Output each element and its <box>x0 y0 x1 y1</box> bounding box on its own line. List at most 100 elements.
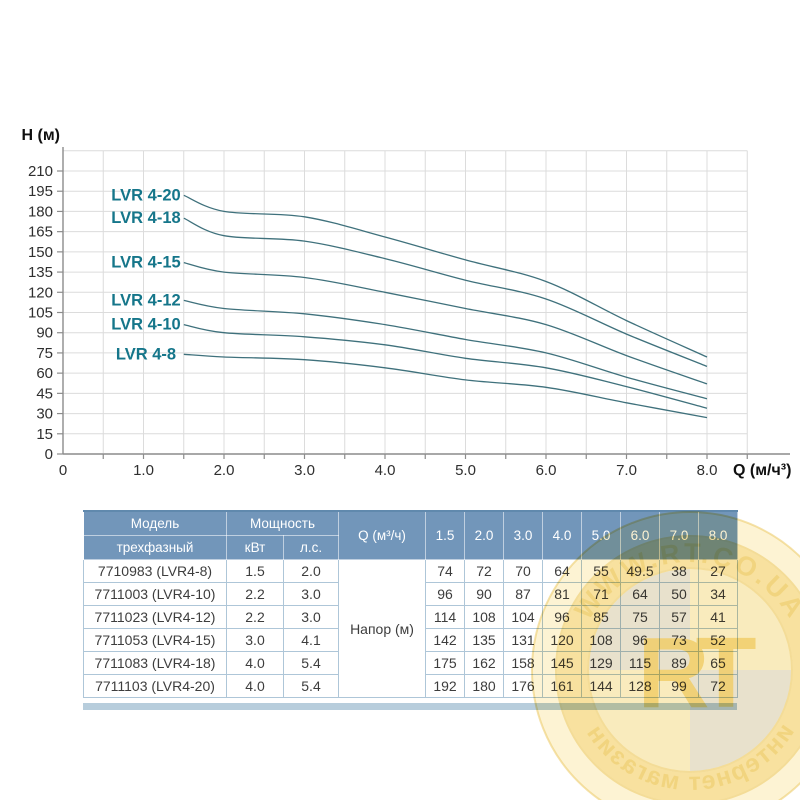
model-cell: 7710983 (LVR4-8) <box>83 559 227 583</box>
head-value-cell-q2.0: 72 <box>464 559 505 583</box>
head-value-cell-q6.0: 96 <box>620 628 661 652</box>
head-value-cell-q4.0: 81 <box>542 582 583 606</box>
head-value-cell-q3.0: 87 <box>503 582 544 606</box>
head-value-cell-q7.0: 38 <box>659 559 700 583</box>
curve-label-LVR 4-18: LVR 4-18 <box>111 209 180 227</box>
head-value-cell-q1.5: 74 <box>425 559 466 583</box>
head-value-cell-q2.0: 108 <box>464 605 505 629</box>
head-value-cell-q2.0: 180 <box>464 674 505 698</box>
x-tick-label: 5.0 <box>455 462 476 479</box>
power-hp-cell: 3.0 <box>282 605 340 629</box>
power-hp-cell: 3.0 <box>282 582 340 606</box>
table-header: Модель Мощность Q (м³/ч) 1.5 2.0 3.0 4.0… <box>83 510 739 560</box>
model-cell: 7711003 (LVR4-10) <box>83 582 227 606</box>
head-value-cell-q8.0: 27 <box>698 559 739 583</box>
y-tick-label: 0 <box>45 446 53 463</box>
header-flow-7.0: 7.0 <box>659 510 700 560</box>
head-value-cell-q7.0: 57 <box>659 605 700 629</box>
header-kw: кВт <box>226 535 284 560</box>
x-tick-label: 6.0 <box>536 462 557 479</box>
head-value-cell-q4.0: 161 <box>542 674 583 698</box>
header-hp: л.с. <box>282 535 340 560</box>
head-value-cell-q6.0: 115 <box>620 651 661 675</box>
head-value-cell-q8.0: 65 <box>698 651 739 675</box>
head-value-cell-q6.0: 75 <box>620 605 661 629</box>
table-footer-strip <box>83 703 737 710</box>
head-value-cell-q1.5: 114 <box>425 605 466 629</box>
y-tick-label: 135 <box>28 264 53 281</box>
watermark-shop-text: интернет магазин <box>580 718 800 796</box>
model-cell: 7711083 (LVR4-18) <box>83 651 227 675</box>
x-tick-label: 7.0 <box>616 462 637 479</box>
header-flow-5.0: 5.0 <box>581 510 622 560</box>
head-value-cell-q8.0: 52 <box>698 628 739 652</box>
curve-LVR 4-18 <box>183 217 708 368</box>
head-value-cell-q4.0: 120 <box>542 628 583 652</box>
header-flow: Q (м³/ч) <box>338 510 427 560</box>
head-merged-label-cell: Напор (м) <box>338 559 427 698</box>
y-axis-title: H (м) <box>22 127 61 144</box>
head-value-cell-q4.0: 145 <box>542 651 583 675</box>
power-kw-cell: 4.0 <box>226 651 284 675</box>
table-row: 7710983 (LVR4-8) 1.5 2.0 Напор (м) 74 72 70 64 5… <box>83 559 739 698</box>
y-tick-label: 75 <box>36 345 53 362</box>
head-value-cell-q1.5: 96 <box>425 582 466 606</box>
curve-label-LVR 4-12: LVR 4-12 <box>111 291 180 309</box>
chart-curves <box>183 194 708 419</box>
model-cell: 7711103 (LVR4-20) <box>83 674 227 698</box>
model-cell: 7711053 (LVR4-15) <box>83 628 227 652</box>
x-tick-label: 1.0 <box>133 462 154 479</box>
x-tick-label: 8.0 <box>697 462 718 479</box>
x-tick-label: 3.0 <box>294 462 315 479</box>
curve-LVR 4-8 <box>183 353 708 419</box>
curve-label-LVR 4-10: LVR 4-10 <box>111 316 180 334</box>
head-value-cell-q6.0: 128 <box>620 674 661 698</box>
power-hp-cell: 5.4 <box>282 651 340 675</box>
power-kw-cell: 4.0 <box>226 674 284 698</box>
y-tick-label: 30 <box>36 406 53 423</box>
y-tick-label: 210 <box>28 163 53 180</box>
pump-curves-chart: 0 15 30 45 60 75 90 105 120 135 150 165 180 195 210 0 1.… <box>22 127 792 479</box>
x-tick-label: 4.0 <box>375 462 396 479</box>
y-tick-label: 165 <box>28 224 53 241</box>
head-value-cell-q3.0: 104 <box>503 605 544 629</box>
head-value-cell-q7.0: 89 <box>659 651 700 675</box>
head-value-cell-q2.0: 135 <box>464 628 505 652</box>
head-value-cell-q7.0: 99 <box>659 674 700 698</box>
x-tick-label: 2.0 <box>214 462 235 479</box>
power-kw-cell: 1.5 <box>226 559 284 583</box>
x-tick-label: 0 <box>59 462 67 479</box>
head-value-cell-q8.0: 34 <box>698 582 739 606</box>
power-kw-cell: 3.0 <box>226 628 284 652</box>
head-value-cell-q4.0: 64 <box>542 559 583 583</box>
header-flow-1.5: 1.5 <box>425 510 466 560</box>
header-flow-8.0: 8.0 <box>698 510 739 560</box>
curve-LVR 4-10 <box>183 323 708 409</box>
power-hp-cell: 4.1 <box>282 628 340 652</box>
head-value-cell-q6.0: 64 <box>620 582 661 606</box>
header-model-sub: трехфазный <box>83 535 227 560</box>
pump-spec-table: Модель Мощность Q (м³/ч) 1.5 2.0 3.0 4.0… <box>83 510 739 698</box>
head-value-cell-q3.0: 158 <box>503 651 544 675</box>
curve-label-LVR 4-20: LVR 4-20 <box>111 186 180 204</box>
head-value-cell-q1.5: 175 <box>425 651 466 675</box>
head-value-cell-q2.0: 162 <box>464 651 505 675</box>
header-flow-3.0: 3.0 <box>503 510 544 560</box>
x-axis-title: Q (м/ч³) <box>733 462 791 479</box>
head-value-cell-q5.0: 108 <box>581 628 622 652</box>
chart-axes: 0 15 30 45 60 75 90 105 120 135 150 165 180 195 210 0 1.… <box>28 147 790 479</box>
y-tick-label: 90 <box>36 325 53 342</box>
y-tick-label: 45 <box>36 385 53 402</box>
model-cell: 7711023 (LVR4-12) <box>83 605 227 629</box>
head-value-cell-q5.0: 129 <box>581 651 622 675</box>
head-value-cell-q5.0: 55 <box>581 559 622 583</box>
y-tick-label: 60 <box>36 365 53 382</box>
head-value-cell-q8.0: 72 <box>698 674 739 698</box>
watermark-mirrored-text-group: интернет магазин <box>580 718 800 796</box>
curve-label-LVR 4-8: LVR 4-8 <box>116 345 176 363</box>
head-value-cell-q4.0: 96 <box>542 605 583 629</box>
chart-grid <box>63 150 748 453</box>
y-tick-label: 180 <box>28 203 53 220</box>
curve-LVR 4-12 <box>183 299 708 400</box>
